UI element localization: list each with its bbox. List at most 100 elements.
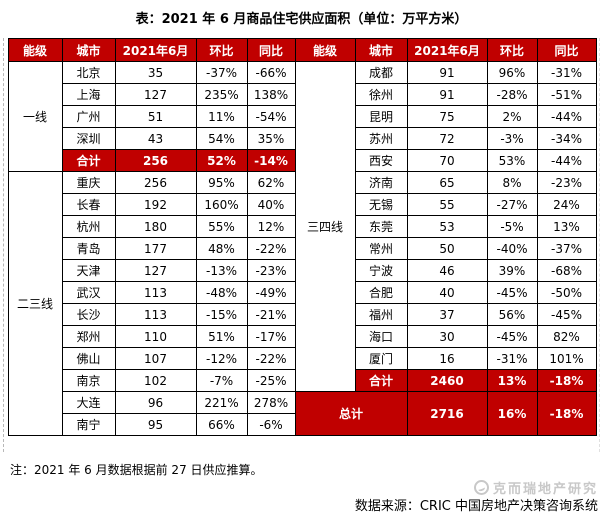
value-cell: 50: [406, 237, 488, 260]
watermark-text: 克而瑞地产研究: [492, 482, 598, 497]
yoy-cell: 12%: [246, 215, 296, 238]
header-row: 能级 城市 2021年6月 环比 同比 能级 城市 2021年6月 环比 同比: [7, 38, 597, 62]
total-yoy-cell: -14%: [246, 149, 296, 172]
value-cell: 55: [406, 193, 488, 216]
mom-cell: 51%: [195, 325, 248, 348]
value-cell: 75: [406, 105, 488, 128]
city-cell: 成都: [354, 61, 408, 84]
city-cell: 无锡: [354, 193, 408, 216]
value-cell: 110: [114, 325, 197, 348]
yoy-cell: -34%: [536, 127, 597, 150]
yoy-cell: -22%: [246, 347, 296, 370]
value-cell: 37: [406, 303, 488, 326]
yoy-cell: -23%: [246, 259, 296, 282]
table-row: 一线 北京 35 -37% -66% 三四线 成都 91 96% -31%: [7, 61, 597, 392]
tier-label-first: 一线: [7, 61, 63, 172]
city-cell: 徐州: [354, 83, 408, 106]
value-cell: 192: [114, 193, 197, 216]
table-row-grand-total: 大连 96 221% 278% 总计 2716 16% -18%: [8, 391, 597, 436]
column-header-mom-left: 环比: [195, 38, 248, 62]
yoy-cell: -23%: [536, 171, 597, 194]
city-cell: 青岛: [61, 237, 116, 260]
city-cell: 宁波: [354, 259, 408, 282]
value-cell: 256: [114, 171, 197, 194]
city-cell: 上海: [61, 83, 116, 106]
value-cell: 65: [406, 171, 488, 194]
mom-cell: 8%: [486, 171, 538, 194]
yoy-cell: 13%: [536, 215, 597, 238]
column-header-yoy-right: 同比: [536, 38, 597, 62]
column-header-mom-right: 环比: [486, 38, 538, 62]
yoy-cell: 82%: [536, 325, 597, 348]
mom-cell: 39%: [486, 259, 538, 282]
supply-table-wrap: 能级 城市 2021年6月 环比 同比 能级 城市 2021年6月 环比 同比 …: [7, 38, 597, 436]
cric-logo-icon: [473, 480, 489, 495]
city-cell: 重庆: [61, 171, 116, 194]
mom-cell: -45%: [486, 325, 538, 348]
value-cell: 30: [406, 325, 488, 348]
mom-cell: 2%: [486, 105, 538, 128]
table-row: 长沙 113 -15% -21% 福州 37 56% -45%: [8, 303, 597, 326]
city-cell: 海口: [354, 325, 408, 348]
column-header-tier-right: 能级: [294, 38, 356, 62]
value-cell: 180: [114, 215, 197, 238]
mom-cell: 55%: [195, 215, 248, 238]
value-cell: 113: [114, 303, 197, 326]
table-row: 上海 127 235% 138% 徐州 91 -28% -51%: [8, 83, 597, 106]
value-cell: 113: [114, 281, 197, 304]
city-cell: 深圳: [61, 127, 116, 150]
mom-cell: -15%: [195, 303, 248, 326]
yoy-cell: -44%: [536, 149, 597, 172]
column-header-month-right: 2021年6月: [406, 38, 488, 62]
city-cell: 长沙: [61, 303, 116, 326]
value-cell: 16: [406, 347, 488, 370]
value-cell: 127: [114, 259, 197, 282]
yoy-cell: 62%: [246, 171, 296, 194]
mom-cell: 66%: [195, 413, 248, 436]
value-cell: 51: [114, 105, 197, 128]
table-row: 郑州 110 51% -17% 海口 30 -45% 82%: [8, 325, 597, 348]
yoy-cell: -17%: [246, 325, 296, 348]
table-row: 广州 51 11% -54% 昆明 75 2% -44%: [8, 105, 597, 128]
mom-cell: 56%: [486, 303, 538, 326]
value-cell: 35: [114, 61, 197, 84]
mom-cell: 95%: [195, 171, 248, 194]
mom-cell: 221%: [195, 391, 248, 414]
value-cell: 96: [114, 391, 197, 414]
grand-total-value-cell: 2716: [406, 391, 488, 436]
city-cell: 常州: [354, 237, 408, 260]
mom-cell: 160%: [195, 193, 248, 216]
city-cell: 北京: [61, 61, 116, 84]
yoy-cell: -6%: [246, 413, 296, 436]
mom-cell: 54%: [195, 127, 248, 150]
table-row: 南宁 95 66% -6%: [8, 413, 596, 436]
table-row: 杭州 180 55% 12% 东莞 53 -5% 13%: [8, 215, 597, 238]
yoy-cell: -45%: [536, 303, 597, 326]
city-cell: 南京: [61, 369, 116, 392]
city-cell: 武汉: [61, 281, 116, 304]
total-yoy-cell: -18%: [536, 369, 597, 392]
yoy-cell: 24%: [536, 193, 597, 216]
table-title: 表：2021 年 6 月商品住宅供应面积（单位：万平方米）: [135, 12, 468, 27]
mom-cell: 53%: [486, 149, 538, 172]
mom-cell: 96%: [486, 61, 538, 84]
value-cell: 46: [406, 259, 488, 282]
yoy-cell: 40%: [246, 193, 296, 216]
city-cell: 南宁: [61, 413, 116, 436]
supply-table: 能级 城市 2021年6月 环比 同比 能级 城市 2021年6月 环比 同比 …: [7, 38, 597, 436]
total-value-cell: 256: [114, 149, 197, 172]
mom-cell: -5%: [486, 215, 538, 238]
yoy-cell: -44%: [536, 105, 597, 128]
total-label-cell: 合计: [354, 369, 408, 392]
city-cell: 天津: [61, 259, 116, 282]
mom-cell: -13%: [195, 259, 248, 282]
page-break-dash-right: [599, 38, 600, 452]
yoy-cell: 138%: [246, 83, 296, 106]
yoy-cell: 35%: [246, 127, 296, 150]
column-header-city-left: 城市: [61, 38, 116, 62]
yoy-cell: -25%: [246, 369, 296, 392]
value-cell: 91: [406, 61, 488, 84]
column-header-city-right: 城市: [354, 38, 408, 62]
data-source: 数据来源：CRIC 中国房地产决策咨询系统: [354, 499, 598, 514]
yoy-cell: 101%: [536, 347, 597, 370]
